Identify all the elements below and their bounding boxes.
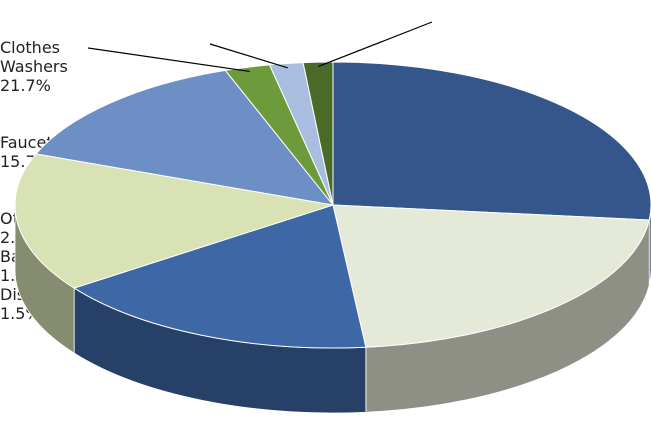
- slice: [332, 204, 650, 348]
- value-label: 26.7%: [0, 19, 56, 38]
- category-label: Faucet: [0, 133, 53, 152]
- slice: [72, 204, 367, 349]
- slice: [14, 153, 334, 289]
- slice: [302, 61, 334, 206]
- category-label: Shower: [0, 95, 68, 114]
- leader-line: [318, 21, 433, 68]
- category-label: Clothes Washers: [0, 38, 68, 76]
- category-label: Toilets: [0, 0, 59, 19]
- slice: [35, 69, 335, 206]
- slice-label: Toilets 26.7%: [0, 0, 130, 38]
- leader-line: [87, 47, 250, 73]
- slice: [332, 61, 651, 221]
- slice-label: Clothes Washers 21.7%: [0, 38, 100, 95]
- leader-line: [209, 43, 288, 69]
- value-label: 16.8%: [0, 114, 56, 133]
- value-label: 21.7%: [0, 76, 51, 95]
- slice-label: Shower 16.8%: [0, 95, 130, 133]
